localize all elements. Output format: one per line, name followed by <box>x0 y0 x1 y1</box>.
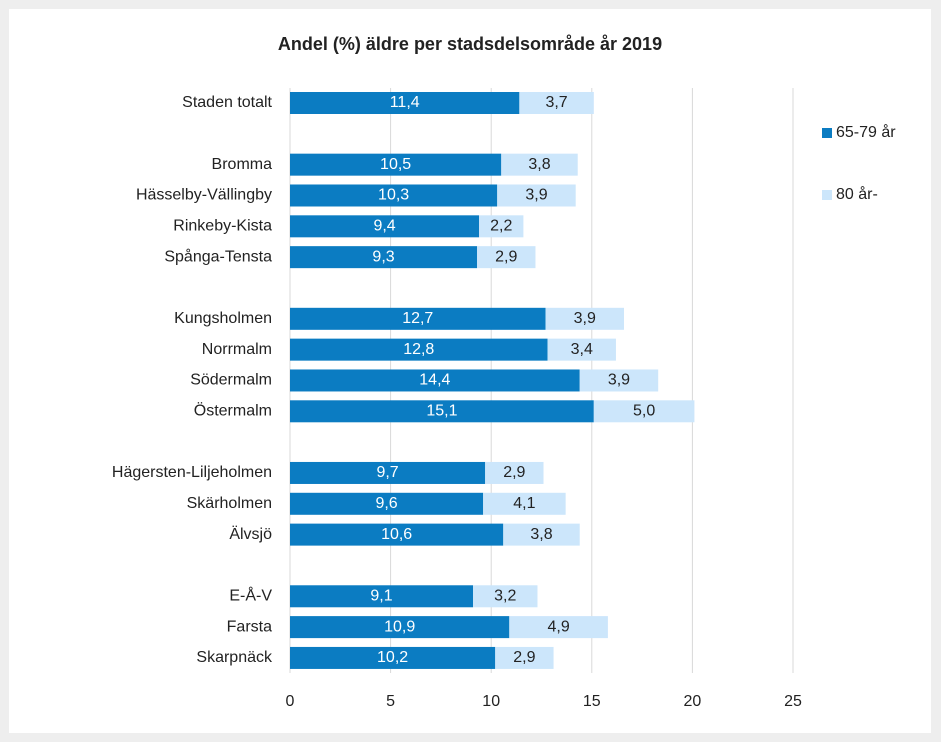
y-tick-label: Södermalm <box>190 372 272 389</box>
bar-segment <box>479 215 524 238</box>
y-tick-label: Farsta <box>227 618 272 635</box>
data-label: 9,6 <box>375 495 397 512</box>
y-tick-label: E-Å-V <box>229 585 272 604</box>
legend-label: 65-79 år <box>836 123 896 141</box>
data-label: 10,9 <box>384 618 415 635</box>
bar-segment <box>593 400 695 423</box>
bar-segment <box>501 153 578 176</box>
bar-segment <box>290 92 520 114</box>
data-label: 9,7 <box>376 464 398 481</box>
data-label: 12,7 <box>402 310 433 327</box>
x-tick-label: 10 <box>482 693 500 710</box>
x-tick-label: 25 <box>784 693 802 710</box>
data-label: 15,1 <box>426 403 457 420</box>
data-label: 3,9 <box>525 187 547 204</box>
data-label: 3,9 <box>608 372 630 389</box>
bar-segment <box>545 307 624 330</box>
data-label: 14,4 <box>419 372 450 389</box>
bar-segment <box>547 338 616 361</box>
data-label: 3,2 <box>494 587 516 604</box>
bar-segment <box>290 369 580 392</box>
bar-segment <box>483 492 566 515</box>
data-label: 3,7 <box>545 94 567 111</box>
bar-segment <box>290 616 510 639</box>
x-tick-label: 5 <box>386 693 395 710</box>
y-tick-label: Älvsjö <box>229 525 272 543</box>
y-tick-label: Östermalm <box>194 402 272 420</box>
bar-segment <box>290 153 502 176</box>
x-tick-label: 15 <box>583 693 601 710</box>
chart-title: Andel (%) äldre per stadsdelsområde år 2… <box>278 34 662 54</box>
data-label: 3,8 <box>528 156 550 173</box>
bar-segment <box>519 92 594 114</box>
bar-segment <box>290 338 548 361</box>
bar-segment <box>290 246 478 269</box>
y-tick-label: Skärholmen <box>187 495 272 512</box>
bar-segment <box>477 246 536 269</box>
y-tick-label: Hässelby-Vällingby <box>136 187 272 204</box>
bar-segment <box>579 369 659 392</box>
y-tick-label: Staden totalt <box>182 94 272 111</box>
data-label: 5,0 <box>633 403 655 420</box>
y-tick-label: Skarpnäck <box>196 649 273 666</box>
bar-segment <box>503 523 580 546</box>
x-tick-label: 20 <box>684 693 702 710</box>
data-label: 3,9 <box>574 310 596 327</box>
y-tick-label: Kungsholmen <box>174 310 272 327</box>
y-tick-label: Rinkeby-Kista <box>173 218 272 235</box>
data-label: 2,2 <box>490 218 512 235</box>
bar-segment <box>290 523 504 546</box>
legend-swatch <box>822 128 832 138</box>
bar-segment <box>290 461 486 484</box>
bar-segment <box>473 585 538 608</box>
data-label: 2,9 <box>503 464 525 481</box>
data-label: 10,3 <box>378 187 409 204</box>
data-label: 10,2 <box>377 649 408 666</box>
bar-segment <box>290 585 474 608</box>
bar-segment <box>290 307 546 330</box>
x-tick-label: 0 <box>286 693 295 710</box>
legend-label: 80 år- <box>836 185 878 203</box>
data-label: 4,9 <box>547 618 569 635</box>
data-label: 10,6 <box>381 526 412 543</box>
data-label: 11,4 <box>390 94 420 111</box>
data-label: 10,5 <box>380 156 411 173</box>
bar-segment <box>509 616 608 639</box>
bar-segment <box>290 184 498 207</box>
bar-segment <box>497 184 576 207</box>
y-tick-label: Bromma <box>212 156 273 173</box>
legend-swatch <box>822 190 832 200</box>
y-tick-label: Norrmalm <box>202 341 272 358</box>
bar-segment <box>290 215 480 238</box>
data-label: 12,8 <box>403 341 434 358</box>
bar-segment <box>290 400 594 423</box>
data-label: 3,8 <box>530 526 552 543</box>
y-tick-label: Spånga-Tensta <box>164 247 272 265</box>
data-label: 9,1 <box>370 587 392 604</box>
bar-segment <box>495 646 554 669</box>
data-label: 9,3 <box>372 248 394 265</box>
data-label: 9,4 <box>373 218 395 235</box>
data-label: 4,1 <box>513 495 535 512</box>
data-label: 2,9 <box>495 248 517 265</box>
data-label: 3,4 <box>571 341 593 358</box>
y-tick-label: Hägersten-Liljeholmen <box>112 464 272 481</box>
bar-segment <box>290 646 496 669</box>
data-label: 2,9 <box>513 649 535 666</box>
bar-segment <box>290 492 484 515</box>
bar-segment <box>485 461 544 484</box>
